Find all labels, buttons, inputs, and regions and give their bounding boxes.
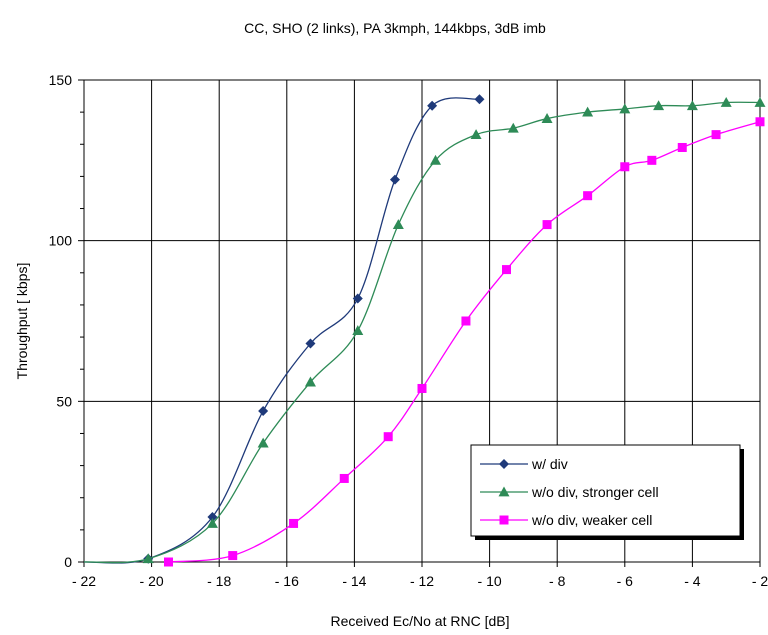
x-tick-label: - 18 — [207, 573, 231, 589]
series-group — [83, 94, 766, 567]
y-tick-label: 150 — [49, 72, 73, 88]
data-point — [541, 113, 553, 123]
data-point — [474, 94, 485, 105]
y-tick-label: 50 — [56, 393, 72, 409]
y-axis-label: Throughput [ kbps] — [14, 263, 30, 380]
data-point — [206, 517, 218, 528]
x-tick-label: - 16 — [275, 573, 299, 589]
series-line — [83, 97, 480, 564]
x-tick-label: - 4 — [684, 573, 701, 589]
data-point — [289, 518, 299, 528]
data-point — [389, 174, 400, 185]
data-point — [304, 376, 316, 387]
chart-title: CC, SHO (2 links), PA 3kmph, 144kbps, 3d… — [244, 20, 546, 36]
data-point — [305, 338, 316, 349]
x-axis: - 22 - 20 - 18 - 16 - 14 - 12 - 10 - 8 - 6 - 4 - 2 — [72, 562, 768, 589]
data-point — [164, 557, 173, 567]
data-point — [542, 220, 552, 230]
y-tick-label: 0 — [64, 554, 72, 570]
x-tick-label: - 14 — [342, 573, 366, 589]
data-point — [417, 383, 427, 393]
data-point — [257, 437, 269, 448]
series-1 — [83, 94, 485, 564]
data-point — [754, 96, 766, 107]
data-point — [352, 293, 363, 304]
data-point — [427, 100, 438, 111]
legend-label: w/o div, stronger cell — [531, 484, 659, 500]
data-point — [142, 553, 154, 564]
data-point — [582, 106, 594, 117]
data-point — [583, 191, 593, 201]
data-point — [755, 117, 765, 127]
legend: w/ div w/o div, stronger cell w/o div, wea… — [470, 444, 744, 540]
x-tick-label: - 10 — [478, 573, 502, 589]
legend-label: w/o div, weaker cell — [531, 512, 652, 528]
data-point — [339, 473, 349, 483]
data-point — [207, 512, 218, 523]
data-point — [620, 162, 630, 172]
series-2 — [83, 96, 766, 564]
x-tick-label: - 22 — [72, 573, 96, 589]
y-tick-label: 100 — [49, 233, 73, 249]
legend-marker — [499, 459, 509, 469]
data-point — [352, 325, 364, 336]
data-point — [430, 154, 442, 165]
data-point — [258, 405, 269, 416]
data-point — [647, 155, 657, 165]
legend-box — [470, 444, 741, 537]
data-point — [502, 265, 511, 275]
data-point — [470, 129, 482, 140]
x-axis-label: Received Ec/No at RNC [dB] — [331, 613, 510, 629]
data-point — [686, 100, 698, 111]
data-point — [677, 142, 687, 152]
data-point — [619, 103, 631, 114]
x-tick-label: - 2 — [752, 573, 768, 589]
legend-marker — [499, 515, 509, 525]
x-tick-label: - 20 — [140, 573, 164, 589]
grid — [84, 80, 760, 562]
data-point — [392, 219, 404, 229]
data-point — [720, 96, 732, 107]
series-line — [168, 121, 761, 563]
legend-item: w/o div, weaker cell — [480, 512, 652, 528]
x-tick-label: - 8 — [549, 573, 566, 589]
y-axis: 0 50 100 150 — [49, 72, 84, 570]
legend-marker — [498, 486, 510, 497]
x-tick-label: - 6 — [617, 573, 634, 589]
x-tick-label: - 12 — [410, 573, 434, 589]
data-point — [507, 122, 519, 133]
data-point — [711, 130, 721, 140]
data-point — [461, 316, 471, 326]
data-point — [383, 432, 393, 442]
data-point — [228, 551, 238, 561]
data-point — [653, 100, 665, 111]
series-3 — [164, 117, 765, 567]
legend-item: w/o div, stronger cell — [480, 484, 659, 500]
legend-label: w/ div — [531, 456, 568, 472]
legend-item: w/ div — [480, 456, 568, 472]
